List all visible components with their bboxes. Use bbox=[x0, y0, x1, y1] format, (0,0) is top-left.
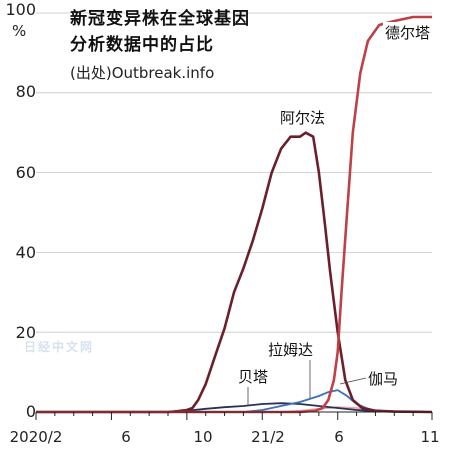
x-tick-label-6a: 6 bbox=[121, 428, 131, 446]
x-tick-label-11: 11 bbox=[420, 428, 440, 446]
y-unit-label: % bbox=[12, 22, 27, 40]
series-line-beta bbox=[36, 402, 433, 413]
gridlines bbox=[36, 12, 432, 333]
x-tick-label-2020-2: 2020/2 bbox=[9, 428, 63, 446]
series-line-gamma bbox=[36, 389, 433, 413]
y-tick-label-20: 20 bbox=[15, 323, 36, 342]
y-tick-label-0: 0 bbox=[25, 402, 36, 421]
x-tick-label-21-2: 21/2 bbox=[251, 428, 285, 446]
chart-title-line1: 新冠变异株在全球基因 bbox=[70, 9, 250, 29]
series-label-beta: 贝塔 bbox=[236, 366, 271, 387]
series-label-alpha: 阿尔法 bbox=[278, 107, 328, 128]
label-leaders bbox=[247, 360, 367, 406]
y-tick-label-40: 40 bbox=[15, 243, 36, 262]
y-tick-label-60: 60 bbox=[15, 163, 36, 182]
leader-gamma bbox=[339, 377, 367, 385]
x-tick-label-6b: 6 bbox=[334, 428, 344, 446]
watermark: 日经中文网 bbox=[24, 340, 95, 354]
series-label-lambda: 拉姆达 bbox=[266, 339, 316, 360]
title-block: 新冠变异株在全球基因 分析数据中的占比 (出处)Outbreak.info bbox=[70, 6, 250, 83]
series-label-gamma: 伽马 bbox=[366, 368, 401, 389]
chart-title-line2: 分析数据中的占比 bbox=[70, 35, 214, 55]
y-tick-label-100: 100 bbox=[5, 0, 36, 19]
x-ticks bbox=[35, 412, 433, 420]
y-tick-label-80: 80 bbox=[15, 82, 36, 101]
chart-source: (出处)Outbreak.info bbox=[70, 64, 215, 82]
x-tick-label-10: 10 bbox=[193, 428, 213, 446]
series-label-delta: 德尔塔 bbox=[383, 22, 433, 43]
